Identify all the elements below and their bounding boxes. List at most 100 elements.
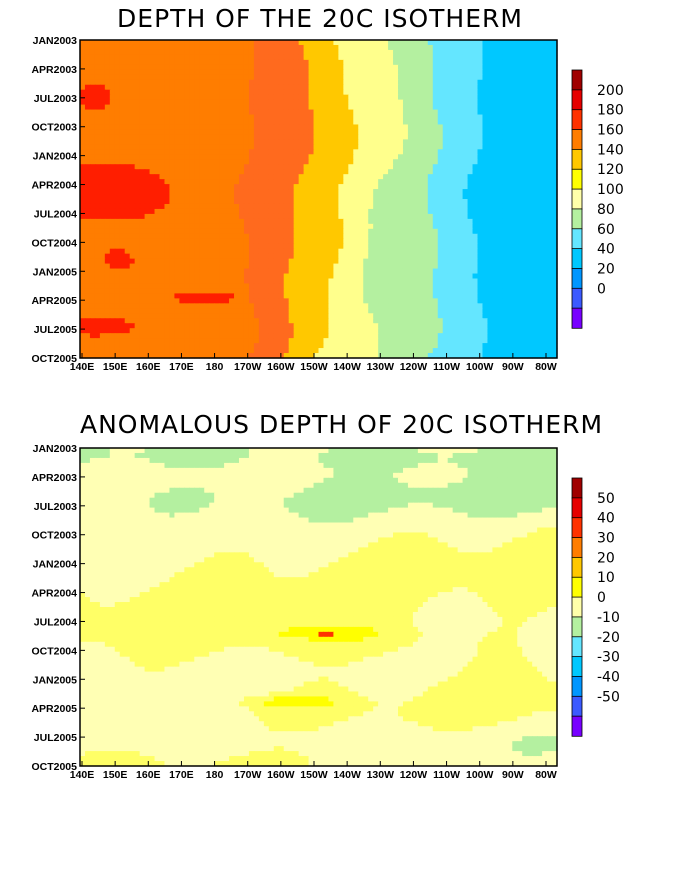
heatmap-cell xyxy=(507,54,513,61)
heatmap-cell xyxy=(248,119,255,126)
heatmap-cell xyxy=(467,94,474,101)
heatmap-cell xyxy=(239,258,245,265)
heatmap-cell xyxy=(333,99,339,106)
heatmap-cell xyxy=(417,203,424,210)
heatmap-cell xyxy=(219,174,225,180)
heatmap-cell xyxy=(239,223,245,230)
heatmap-cell xyxy=(492,184,498,190)
heatmap-cell xyxy=(253,218,260,225)
heatmap-cell xyxy=(407,40,414,46)
heatmap-cell xyxy=(517,228,523,235)
heatmap-cell xyxy=(467,174,474,180)
heatmap-cell xyxy=(378,288,384,295)
heatmap-cell xyxy=(243,184,250,190)
heatmap-cell xyxy=(333,194,339,200)
heatmap-cell xyxy=(452,149,459,155)
heatmap-cell xyxy=(243,218,250,225)
heatmap-cell xyxy=(502,199,508,205)
heatmap-cell xyxy=(194,114,200,121)
heatmap-cell xyxy=(303,99,310,106)
heatmap-cell xyxy=(129,64,136,71)
heatmap-cell xyxy=(179,194,185,200)
heatmap-cell xyxy=(214,233,220,240)
heatmap-cell xyxy=(184,233,190,240)
heatmap-cell xyxy=(184,208,190,215)
heatmap-cell xyxy=(224,159,230,165)
heatmap-cell xyxy=(427,99,434,106)
heatmap-cell xyxy=(84,238,91,245)
heatmap-cell xyxy=(402,243,409,250)
heatmap-cell xyxy=(258,54,265,61)
heatmap-cell xyxy=(432,203,439,210)
heatmap-cell xyxy=(462,263,469,270)
heatmap-cell xyxy=(487,263,494,270)
heatmap-cell xyxy=(402,159,409,165)
heatmap-cell xyxy=(388,159,394,165)
heatmap-cell xyxy=(214,223,220,230)
heatmap-cell xyxy=(512,114,518,121)
heatmap-cell xyxy=(184,243,190,250)
heatmap-cell xyxy=(502,94,508,101)
heatmap-cell xyxy=(253,199,260,205)
heatmap-cell xyxy=(333,263,339,270)
heatmap-cell xyxy=(487,208,494,215)
heatmap-cell xyxy=(482,164,489,170)
heatmap-cell xyxy=(512,64,518,71)
heatmap-cell xyxy=(239,154,245,160)
heatmap-cell xyxy=(353,44,359,51)
heatmap-cell xyxy=(253,89,260,96)
heatmap-cell xyxy=(388,134,394,140)
heatmap-cell xyxy=(393,44,399,51)
heatmap-cell xyxy=(383,243,389,250)
heatmap-cell xyxy=(209,49,215,56)
heatmap-cell xyxy=(169,94,176,101)
heatmap-cell xyxy=(328,99,335,106)
heatmap-cell xyxy=(288,119,295,126)
heatmap-cell xyxy=(318,119,325,126)
heatmap-cell xyxy=(229,283,235,290)
heatmap-cell xyxy=(437,238,444,245)
heatmap-cell xyxy=(134,64,141,71)
heatmap-cell xyxy=(258,228,265,235)
heatmap-cell xyxy=(422,233,429,240)
heatmap-cell xyxy=(502,213,508,220)
heatmap-cell xyxy=(258,293,265,299)
heatmap-cell xyxy=(457,203,464,210)
heatmap-cell xyxy=(89,69,96,76)
heatmap-cell xyxy=(398,164,404,170)
heatmap-cell xyxy=(442,144,449,150)
heatmap-cell xyxy=(204,228,210,235)
heatmap-cell xyxy=(398,94,404,101)
heatmap-cell xyxy=(447,208,454,215)
heatmap-cell xyxy=(308,288,315,295)
heatmap-cell xyxy=(114,203,121,210)
heatmap-cell xyxy=(273,238,280,245)
heatmap-cell xyxy=(224,238,230,245)
heatmap-cell xyxy=(422,104,429,111)
heatmap-cell xyxy=(308,228,315,235)
heatmap-cell xyxy=(298,44,305,51)
heatmap-cell xyxy=(174,74,180,81)
heatmap-cell xyxy=(343,44,349,51)
heatmap-cell xyxy=(412,54,419,61)
heatmap-cell xyxy=(527,258,533,265)
heatmap-cell xyxy=(89,189,96,195)
heatmap-cell xyxy=(422,49,429,56)
heatmap-cell xyxy=(457,228,464,235)
heatmap-cell xyxy=(477,293,484,299)
heatmap-cell xyxy=(278,124,285,131)
heatmap-cell xyxy=(144,64,151,71)
heatmap-cell xyxy=(432,218,439,225)
heatmap-cell xyxy=(358,74,364,81)
heatmap-cell xyxy=(258,253,265,260)
heatmap-cell xyxy=(253,59,260,66)
heatmap-cell xyxy=(417,258,424,265)
heatmap-cell xyxy=(358,64,364,71)
heatmap-cell xyxy=(542,79,548,86)
heatmap-cell xyxy=(174,134,180,140)
heatmap-cell xyxy=(139,208,146,215)
heatmap-cell xyxy=(507,169,513,175)
heatmap-cell xyxy=(338,149,344,155)
heatmap-cell xyxy=(502,119,508,126)
heatmap-cell xyxy=(532,268,538,275)
